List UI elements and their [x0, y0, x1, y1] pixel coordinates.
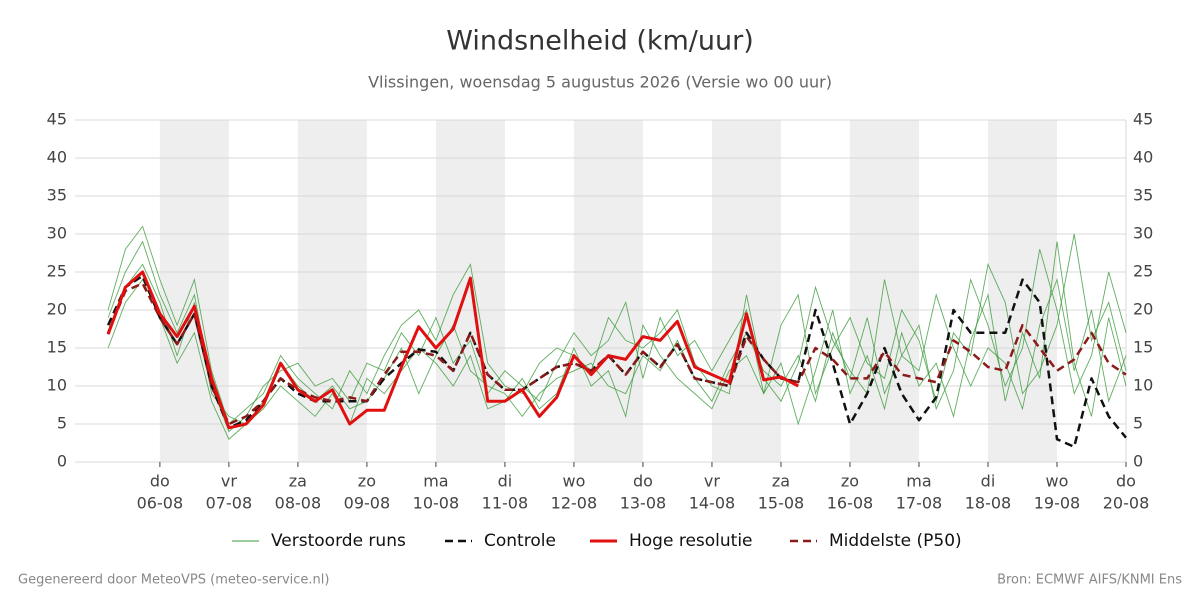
- x-tick-day: do: [150, 472, 170, 491]
- x-tick-day: wo: [1046, 472, 1069, 491]
- x-tick-day: di: [498, 472, 513, 491]
- y2-tick-label: 0: [1133, 452, 1143, 471]
- x-tick-label: 12-08: [551, 494, 598, 513]
- x-tick-label: 13-08: [620, 494, 667, 513]
- day-shade: [849, 120, 919, 462]
- y-tick-label: 15: [47, 338, 67, 357]
- legend-label: Controle: [484, 531, 556, 551]
- y-tick-label: 0: [57, 452, 67, 471]
- y2-tick-label: 25: [1133, 262, 1153, 281]
- series-line: [106, 270, 799, 430]
- y2-tick-label: 35: [1133, 186, 1153, 205]
- x-tick-day: za: [289, 472, 307, 491]
- legend-label: Verstoorde runs: [271, 531, 406, 551]
- y-tick-label: 10: [47, 376, 67, 395]
- footer-left: Gegenereerd door MeteoVPS (meteo-service…: [18, 573, 329, 588]
- y2-tick-label: 15: [1133, 338, 1153, 357]
- chart-title: Windsnelheid (km/uur): [446, 26, 754, 57]
- series-line: [106, 282, 1127, 426]
- x-tick-day: wo: [562, 472, 585, 491]
- y-tick-label: 25: [47, 262, 67, 281]
- legend-label: Middelste (P50): [829, 531, 962, 551]
- x-tick-day: do: [633, 472, 653, 491]
- x-tick-label: 17-08: [896, 494, 943, 513]
- y2-tick-label: 10: [1133, 376, 1153, 395]
- y2-tick-label: 40: [1133, 148, 1153, 167]
- x-tick-day: ma: [906, 472, 931, 491]
- y2-tick-label: 20: [1133, 300, 1153, 319]
- day-shade: [711, 120, 781, 462]
- x-tick-label: 15-08: [758, 494, 805, 513]
- y-tick-label: 30: [47, 224, 67, 243]
- x-tick-day: za: [772, 472, 790, 491]
- x-tick-label: 07-08: [206, 494, 253, 513]
- day-shade: [297, 120, 367, 462]
- day-shade: [573, 120, 643, 462]
- legend-label: Hoge resolutie: [629, 531, 753, 551]
- y-tick-label: 20: [47, 300, 67, 319]
- ensemble-line: [107, 225, 1127, 425]
- x-tick-label: 08-08: [275, 494, 322, 513]
- x-tick-day: zo: [841, 472, 859, 491]
- ensemble-line: [107, 241, 1127, 440]
- y-tick-label: 40: [47, 148, 67, 167]
- chart-subtitle: Vlissingen, woensdag 5 augustus 2026 (Ve…: [368, 73, 832, 92]
- x-tick-day: vr: [704, 472, 720, 491]
- y-tick-label: 35: [47, 186, 67, 205]
- x-tick-label: 10-08: [413, 494, 460, 513]
- day-shade: [435, 120, 505, 462]
- day-shade: [159, 120, 229, 462]
- y-tick-label: 45: [47, 110, 67, 129]
- x-tick-day: zo: [358, 472, 376, 491]
- y2-tick-label: 30: [1133, 224, 1153, 243]
- x-tick-label: 20-08: [1103, 494, 1150, 513]
- x-tick-day: vr: [221, 472, 237, 491]
- y2-tick-label: 5: [1133, 414, 1143, 433]
- x-tick-day: do: [1116, 472, 1136, 491]
- y-tick-label: 5: [57, 414, 67, 433]
- x-tick-label: 18-08: [965, 494, 1012, 513]
- x-tick-label: 06-08: [137, 494, 184, 513]
- day-shade: [987, 120, 1057, 462]
- x-tick-label: 16-08: [827, 494, 874, 513]
- x-tick-label: 19-08: [1034, 494, 1081, 513]
- x-tick-day: di: [981, 472, 996, 491]
- x-tick-day: ma: [423, 472, 448, 491]
- y2-tick-label: 45: [1133, 110, 1153, 129]
- x-tick-label: 09-08: [344, 494, 391, 513]
- x-tick-label: 14-08: [689, 494, 736, 513]
- x-tick-label: 11-08: [482, 494, 529, 513]
- footer-right: Bron: ECMWF AIFS/KNMI Ens: [997, 573, 1182, 588]
